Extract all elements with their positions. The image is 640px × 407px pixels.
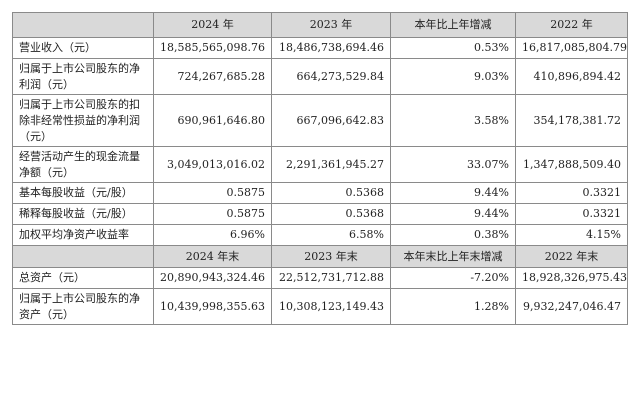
row-label: 总资产（元） bbox=[12, 267, 154, 289]
financial-summary: 2024 年 2023 年 本年比上年增减 2022 年 营业收入（元） 18,… bbox=[12, 12, 628, 325]
row-label: 归属于上市公司股东的扣除非经常性损益的净利润（元） bbox=[12, 94, 154, 147]
row-label: 经营活动产生的现金流量净额（元） bbox=[12, 146, 154, 183]
cell-value: 0.5368 bbox=[271, 203, 391, 225]
table-row: 归属于上市公司股东的扣除非经常性损益的净利润（元） 690,961,646.80… bbox=[12, 94, 628, 147]
cell-value: 9.03% bbox=[390, 58, 516, 95]
cell-value: 0.53% bbox=[390, 37, 516, 59]
table-row: 归属于上市公司股东的净利润（元） 724,267,685.28 664,273,… bbox=[12, 58, 628, 95]
cell-value: 3.58% bbox=[390, 94, 516, 147]
cell-value: 0.38% bbox=[390, 224, 516, 246]
row-label: 基本每股收益（元/股） bbox=[12, 182, 154, 204]
cell-value: 667,096,642.83 bbox=[271, 94, 391, 147]
cell-value: 9,932,247,046.47 bbox=[515, 288, 628, 325]
row-label: 稀释每股收益（元/股） bbox=[12, 203, 154, 225]
cell-value: 3,049,013,016.02 bbox=[153, 146, 272, 183]
table-row: 总资产（元） 20,890,943,324.46 22,512,731,712.… bbox=[12, 267, 628, 289]
cell-value: 690,961,646.80 bbox=[153, 94, 272, 147]
cell-value: 6.58% bbox=[271, 224, 391, 246]
cell-value: 9.44% bbox=[390, 203, 516, 225]
header-cell: 2022 年 bbox=[515, 12, 628, 38]
financial-table: 2024 年 2023 年 本年比上年增减 2022 年 营业收入（元） 18,… bbox=[12, 12, 628, 325]
cell-value: 354,178,381.72 bbox=[515, 94, 628, 147]
cell-value: 0.5875 bbox=[153, 203, 272, 225]
cell-value: 9.44% bbox=[390, 182, 516, 204]
header-cell: 本年比上年增减 bbox=[390, 12, 516, 38]
cell-value: 0.3321 bbox=[515, 182, 628, 204]
cell-value: 0.5368 bbox=[271, 182, 391, 204]
table-row: 稀释每股收益（元/股） 0.5875 0.5368 9.44% 0.3321 bbox=[12, 203, 628, 225]
subheader-cell: 2024 年末 bbox=[153, 245, 272, 268]
row-label: 加权平均净资产收益率 bbox=[12, 224, 154, 246]
table-row: 加权平均净资产收益率 6.96% 6.58% 0.38% 4.15% bbox=[12, 224, 628, 246]
subheader-cell: 2022 年末 bbox=[515, 245, 628, 268]
table-row: 经营活动产生的现金流量净额（元） 3,049,013,016.02 2,291,… bbox=[12, 146, 628, 183]
cell-value: 2,291,361,945.27 bbox=[271, 146, 391, 183]
cell-value: 1.28% bbox=[390, 288, 516, 325]
cell-value: 6.96% bbox=[153, 224, 272, 246]
table-row: 基本每股收益（元/股） 0.5875 0.5368 9.44% 0.3321 bbox=[12, 182, 628, 204]
header-corner bbox=[12, 12, 154, 38]
cell-value: 22,512,731,712.88 bbox=[271, 267, 391, 289]
row-label: 营业收入（元） bbox=[12, 37, 154, 59]
cell-value: 33.07% bbox=[390, 146, 516, 183]
table-row: 归属于上市公司股东的净资产（元） 10,439,998,355.63 10,30… bbox=[12, 288, 628, 325]
table-row: 营业收入（元） 18,585,565,098.76 18,486,738,694… bbox=[12, 37, 628, 59]
cell-value: 18,585,565,098.76 bbox=[153, 37, 272, 59]
cell-value: 10,439,998,355.63 bbox=[153, 288, 272, 325]
cell-value: 18,486,738,694.46 bbox=[271, 37, 391, 59]
subheader-cell: 2023 年末 bbox=[271, 245, 391, 268]
cell-value: 20,890,943,324.46 bbox=[153, 267, 272, 289]
subheader-row: 2024 年末 2023 年末 本年末比上年末增减 2022 年末 bbox=[12, 245, 628, 268]
cell-value: 18,928,326,975.43 bbox=[515, 267, 628, 289]
cell-value: 664,273,529.84 bbox=[271, 58, 391, 95]
cell-value: 4.15% bbox=[515, 224, 628, 246]
cell-value: 1,347,888,509.40 bbox=[515, 146, 628, 183]
cell-value: 0.3321 bbox=[515, 203, 628, 225]
row-label: 归属于上市公司股东的净利润（元） bbox=[12, 58, 154, 95]
cell-value: 16,817,085,804.79 bbox=[515, 37, 628, 59]
header-cell: 2023 年 bbox=[271, 12, 391, 38]
cell-value: 10,308,123,149.43 bbox=[271, 288, 391, 325]
cell-value: 724,267,685.28 bbox=[153, 58, 272, 95]
cell-value: 0.5875 bbox=[153, 182, 272, 204]
cell-value: 410,896,894.42 bbox=[515, 58, 628, 95]
subheader-cell: 本年末比上年末增减 bbox=[390, 245, 516, 268]
header-cell: 2024 年 bbox=[153, 12, 272, 38]
row-label: 归属于上市公司股东的净资产（元） bbox=[12, 288, 154, 325]
header-row: 2024 年 2023 年 本年比上年增减 2022 年 bbox=[12, 12, 628, 38]
cell-value: -7.20% bbox=[390, 267, 516, 289]
subheader-corner bbox=[12, 245, 154, 268]
